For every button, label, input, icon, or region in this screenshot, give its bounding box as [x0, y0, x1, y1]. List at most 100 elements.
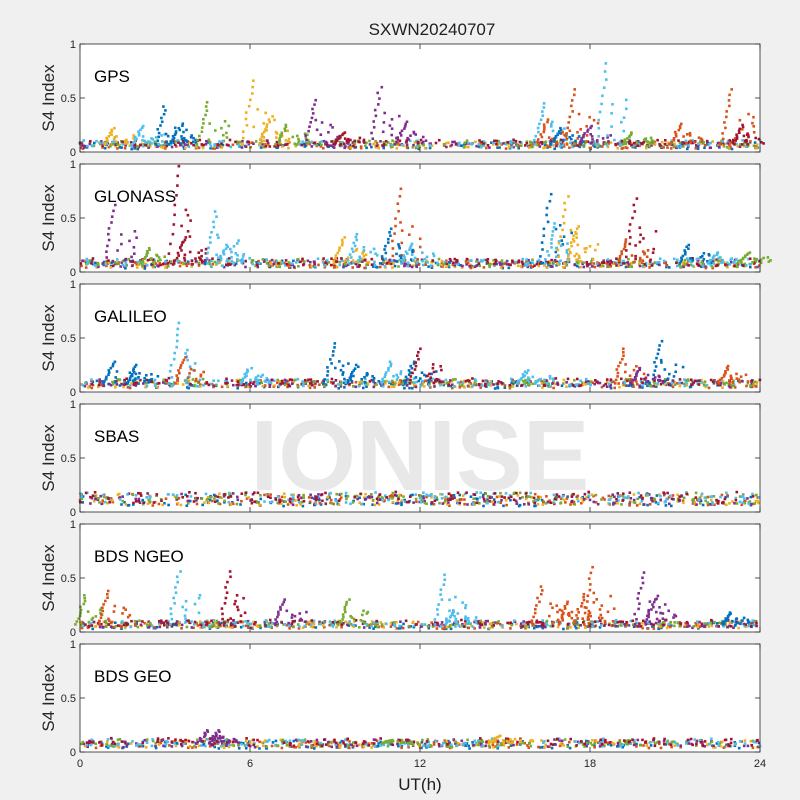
data-point	[235, 502, 239, 506]
data-point	[184, 146, 187, 150]
spike-point	[181, 122, 185, 125]
data-point	[609, 496, 613, 500]
spike-point	[180, 135, 183, 138]
data-point	[118, 498, 122, 501]
data-point	[388, 495, 392, 498]
data-point	[337, 503, 341, 506]
data-point	[390, 382, 393, 386]
data-point	[758, 264, 761, 267]
data-point	[722, 142, 726, 146]
data-point	[631, 381, 634, 385]
data-point	[190, 142, 193, 145]
data-point	[353, 620, 356, 623]
data-point	[249, 385, 253, 388]
spike-point	[742, 134, 746, 138]
data-point	[582, 261, 585, 264]
data-point	[321, 259, 325, 262]
spike-point	[546, 220, 550, 224]
spike-point	[661, 381, 665, 384]
data-point	[682, 145, 685, 148]
data-point	[440, 380, 443, 384]
data-point	[733, 264, 736, 268]
spike-point	[659, 358, 663, 362]
data-point	[566, 495, 569, 498]
data-point	[430, 380, 433, 383]
data-point	[116, 143, 120, 146]
spike-point	[105, 136, 108, 140]
data-point	[491, 143, 495, 146]
spike-point	[104, 377, 108, 381]
spike-point	[200, 254, 203, 258]
spike-point	[767, 260, 771, 263]
data-point	[509, 498, 512, 502]
spike-point	[542, 227, 546, 231]
data-point	[79, 146, 83, 150]
data-point	[391, 500, 395, 504]
data-point	[280, 145, 284, 148]
data-point	[540, 142, 544, 146]
data-point	[323, 264, 327, 267]
spike-point	[517, 379, 520, 383]
spike-point	[261, 133, 264, 136]
data-point	[365, 263, 368, 267]
data-point	[554, 497, 557, 500]
spike-point	[102, 382, 105, 385]
data-point	[277, 385, 280, 389]
data-point	[338, 143, 342, 147]
data-point	[537, 625, 540, 628]
data-point	[482, 266, 486, 269]
spike-point	[348, 253, 352, 256]
data-point	[669, 147, 673, 150]
data-point	[585, 263, 589, 266]
spike-point	[217, 256, 220, 259]
spike-point	[229, 247, 232, 251]
data-point	[281, 382, 284, 385]
data-point	[352, 385, 355, 388]
data-point	[592, 494, 595, 498]
data-point	[523, 503, 526, 506]
data-point	[738, 500, 742, 504]
data-point	[259, 146, 263, 149]
data-point	[683, 258, 687, 262]
data-point	[514, 141, 517, 144]
data-point	[525, 264, 528, 267]
spike-point	[169, 260, 173, 263]
data-point	[159, 498, 163, 501]
spike-point	[537, 130, 540, 134]
spike-point	[372, 126, 376, 129]
data-point	[686, 142, 690, 145]
data-point	[175, 494, 179, 497]
data-point	[484, 380, 487, 384]
spike-point	[635, 371, 639, 375]
spike-point	[133, 365, 137, 369]
data-point	[426, 261, 429, 264]
data-point	[492, 141, 495, 145]
data-point	[297, 265, 300, 268]
spike-point	[622, 262, 626, 265]
spike-point	[176, 184, 179, 187]
data-point	[105, 259, 109, 263]
data-point	[666, 146, 669, 149]
data-point	[439, 383, 442, 387]
data-point	[124, 382, 127, 386]
figure-title: SXWN20240707	[369, 20, 496, 39]
data-point	[352, 261, 355, 265]
data-point	[120, 261, 124, 264]
spike-point	[346, 141, 349, 145]
spike-point	[198, 256, 201, 259]
data-point	[136, 145, 139, 149]
data-point	[95, 139, 98, 143]
spike-point	[180, 137, 184, 141]
data-point	[515, 502, 519, 505]
spike-point	[225, 131, 228, 135]
spike-point	[588, 115, 591, 119]
data-point	[120, 627, 123, 630]
spike-point	[215, 262, 219, 265]
spike-point	[721, 259, 725, 262]
data-point	[756, 265, 759, 269]
spike-point	[236, 242, 239, 245]
spike-point	[388, 124, 392, 127]
data-point	[472, 265, 475, 269]
